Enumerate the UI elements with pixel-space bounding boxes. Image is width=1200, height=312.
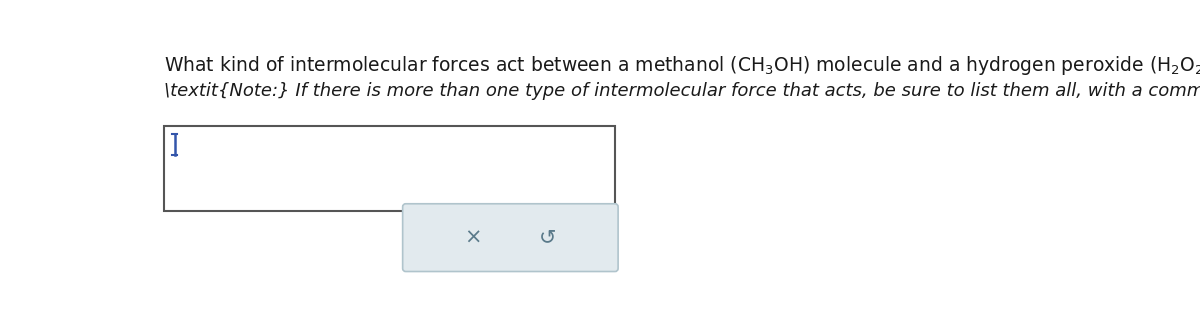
FancyBboxPatch shape bbox=[164, 126, 616, 211]
Text: ×: × bbox=[464, 228, 481, 248]
FancyBboxPatch shape bbox=[403, 204, 618, 271]
Text: \textit{Note:} If there is more than one type of intermolecular force that acts,: \textit{Note:} If there is more than one… bbox=[164, 82, 1200, 100]
Text: What kind of intermolecular forces act between a methanol $\left(\mathrm{CH_3OH}: What kind of intermolecular forces act b… bbox=[164, 54, 1200, 77]
Text: ↺: ↺ bbox=[539, 228, 557, 248]
